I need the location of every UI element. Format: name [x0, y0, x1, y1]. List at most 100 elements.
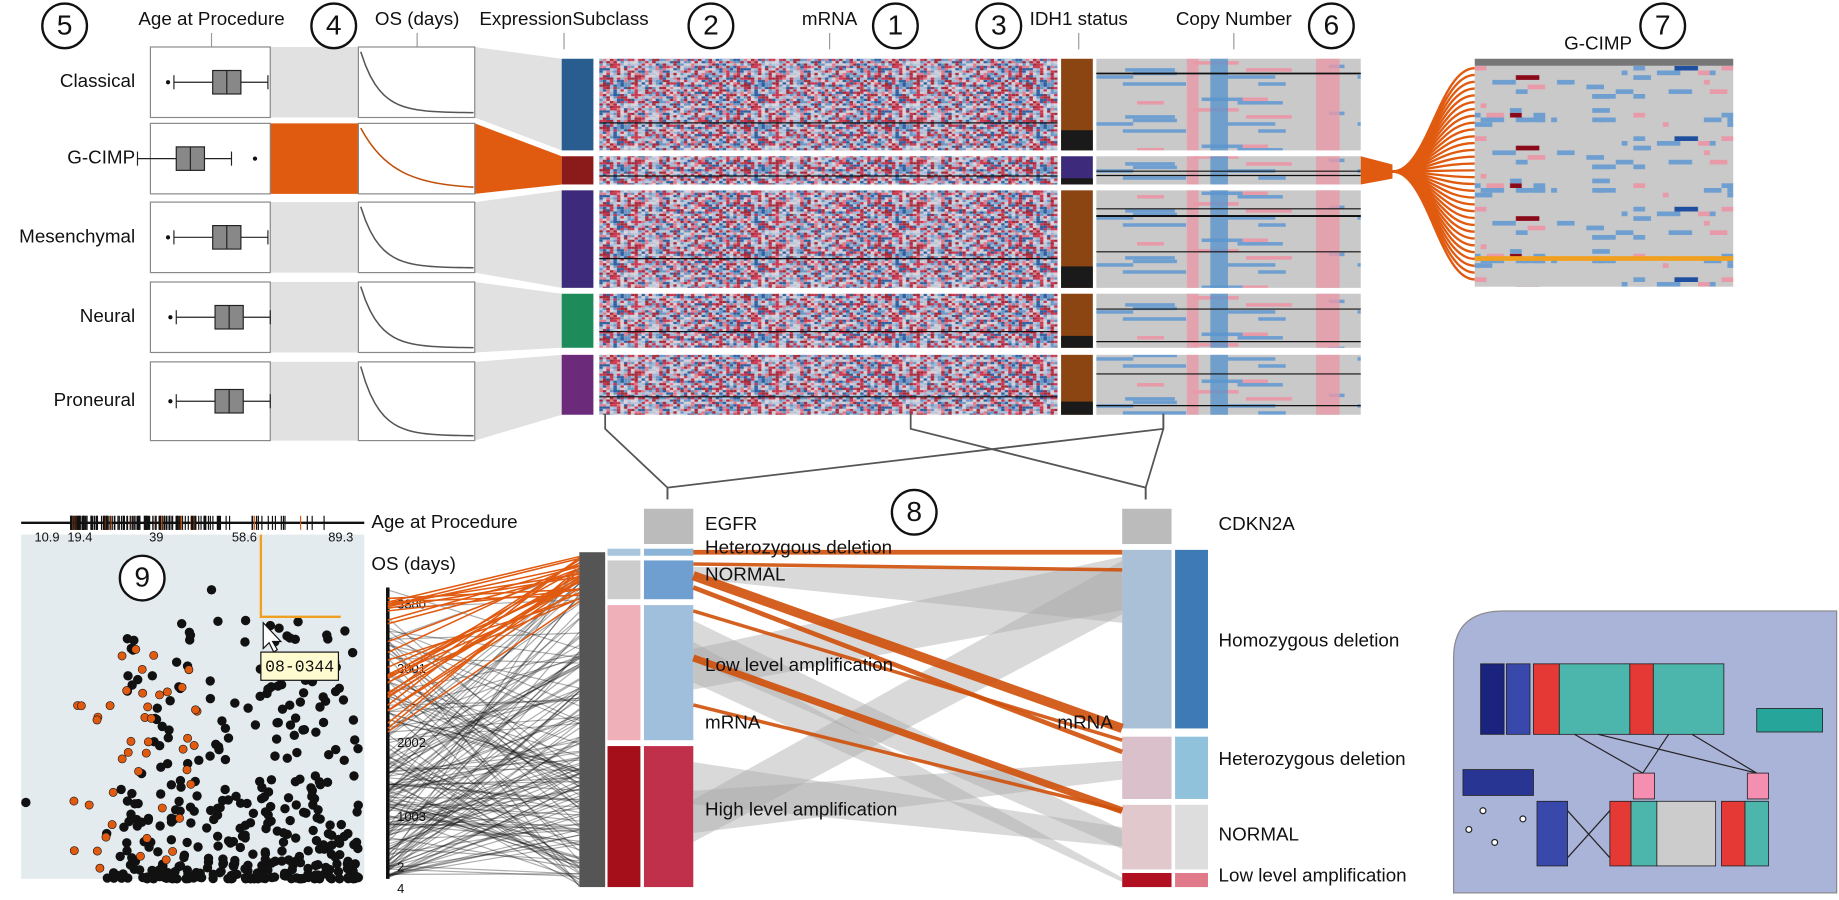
inset-block — [1656, 800, 1717, 867]
scatter-dot — [116, 784, 126, 795]
patient-line — [387, 687, 580, 887]
patient-line — [387, 653, 580, 693]
patient-line — [387, 780, 580, 886]
axis-bar — [579, 552, 606, 888]
scatter-dot — [265, 801, 276, 812]
patient-line — [387, 784, 580, 877]
scatter-dot — [266, 775, 277, 785]
group-label: Homozygous deletion — [1219, 629, 1400, 650]
scatter-dot — [185, 635, 195, 645]
patient-line — [387, 804, 580, 877]
scatter-dot — [331, 744, 341, 755]
scatter-dot — [170, 805, 181, 815]
idh1-wt — [1061, 130, 1093, 151]
os-panel — [357, 201, 476, 274]
scatter-dot — [290, 634, 300, 644]
scatter-dot — [318, 717, 329, 728]
copy-stripe — [1316, 293, 1340, 348]
patient-line — [387, 655, 580, 727]
scatter-dot — [216, 866, 226, 877]
scatter-dot-highlight — [122, 686, 132, 695]
patient-line — [387, 816, 580, 833]
scatter-dot-highlight — [69, 846, 79, 856]
patient-line — [387, 716, 580, 733]
copy-stripe — [1210, 190, 1228, 288]
patient-line — [387, 788, 580, 824]
scatter-dot — [258, 873, 268, 883]
idh1-wt — [1061, 266, 1093, 288]
column-header: Copy Number — [1176, 8, 1292, 29]
scatter-dot-highlight — [155, 690, 164, 700]
scatter-dot — [286, 873, 297, 884]
patient-line — [387, 777, 580, 792]
band — [270, 202, 359, 273]
row-label: Neural — [80, 305, 135, 326]
patient-line — [387, 635, 580, 791]
patient-line — [387, 718, 580, 770]
scatter-dot — [203, 853, 214, 864]
scatter-dot — [174, 796, 184, 807]
scatter-dot — [184, 627, 195, 637]
scatter-dot — [250, 720, 261, 730]
inset-block — [1506, 663, 1531, 735]
patient-line — [387, 823, 580, 856]
scatter-dot — [166, 813, 177, 824]
scatter-dot — [308, 825, 318, 836]
scatter-dot — [315, 779, 326, 790]
y-tick-label: 2002 — [397, 735, 426, 750]
inset-block — [1558, 663, 1631, 735]
scatter-dot — [260, 849, 271, 859]
copy-stripe — [1186, 156, 1199, 185]
patient-line-highlight — [387, 600, 580, 733]
callout-number: 7 — [1655, 8, 1671, 40]
scatter-dot — [280, 804, 290, 814]
crosshair — [259, 534, 341, 619]
patient-line — [387, 691, 580, 784]
scatter-dot — [272, 826, 283, 836]
scatter-dot-highlight — [178, 744, 188, 754]
scatter-dot — [134, 865, 145, 875]
scatter-dot-highlight — [177, 682, 187, 692]
scatter-dot — [21, 797, 31, 808]
patient-line — [387, 688, 580, 766]
patient-line-highlight — [387, 594, 580, 603]
patient-line — [387, 678, 580, 792]
outlier — [165, 80, 171, 85]
patient-line — [387, 651, 580, 843]
scatter-dot — [322, 630, 332, 640]
scatter-dot — [266, 682, 276, 692]
scatter-dot-highlight — [175, 813, 184, 823]
scatter-dot-highlight — [101, 832, 111, 842]
patient-line — [387, 717, 580, 787]
patient-line — [387, 596, 580, 779]
scatter-dot — [225, 838, 236, 848]
scatter-dot — [122, 838, 132, 848]
block-title: EGFR — [705, 513, 757, 534]
scatter-dot — [223, 733, 234, 743]
scatter-dot — [320, 869, 330, 879]
scatter-dot — [243, 703, 253, 713]
scatter-dot-highlight — [117, 651, 127, 661]
patient-line — [387, 679, 580, 796]
patient-line — [387, 657, 580, 713]
scatter-dot — [279, 870, 290, 881]
os-panel — [357, 122, 476, 195]
column-header: Age at Procedure — [138, 8, 284, 29]
scatter-dot — [195, 872, 205, 882]
callout-number: 4 — [326, 8, 342, 40]
block-header — [1122, 508, 1172, 544]
scatter-dot — [323, 828, 334, 839]
patient-line — [387, 593, 580, 835]
patient-line — [387, 696, 580, 828]
scatter-dot — [248, 808, 259, 819]
inset-block — [1630, 800, 1658, 867]
patient-line — [387, 708, 580, 852]
patient-line — [387, 663, 580, 775]
patient-line — [387, 657, 580, 790]
patient-line — [387, 756, 580, 834]
scatter-dot-highlight — [149, 650, 159, 660]
patient-line-highlight — [387, 557, 580, 607]
scatter-dot — [179, 852, 189, 863]
scatter-dot — [155, 789, 166, 799]
scatter-dot-highlight — [92, 715, 102, 725]
